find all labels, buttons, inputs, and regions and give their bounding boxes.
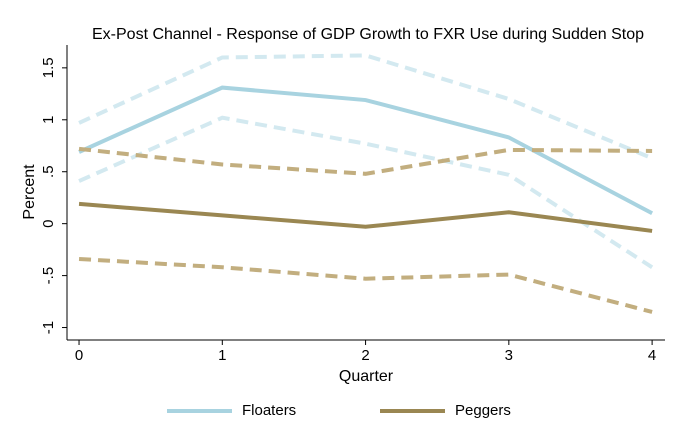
ci-line — [78, 53, 653, 161]
y-tick-label: 1.5 — [40, 57, 57, 78]
y-tick-label: 1 — [40, 116, 57, 124]
x-tick-label: 4 — [648, 347, 656, 364]
ci-line — [78, 146, 653, 176]
x-axis-label: Quarter — [339, 368, 394, 385]
y-tick-label: -.5 — [40, 267, 57, 285]
series-line — [78, 85, 654, 216]
legend-label: Peggers — [455, 402, 511, 419]
y-axis-label: Percent — [21, 164, 38, 220]
x-tick-label: 2 — [361, 347, 369, 364]
x-tick-label: 0 — [75, 347, 83, 364]
legend-label: Floaters — [242, 402, 296, 419]
x-tick-label: 3 — [505, 347, 513, 364]
y-tick-label: .5 — [40, 165, 57, 178]
y-tick-label: -1 — [40, 321, 57, 334]
y-tick-label: 0 — [40, 219, 57, 227]
x-tick-label: 1 — [218, 347, 226, 364]
series-line — [78, 201, 653, 233]
ci-line — [78, 256, 653, 314]
chart-title: Ex-Post Channel - Response of GDP Growth… — [92, 26, 644, 43]
ci-line — [78, 115, 654, 269]
